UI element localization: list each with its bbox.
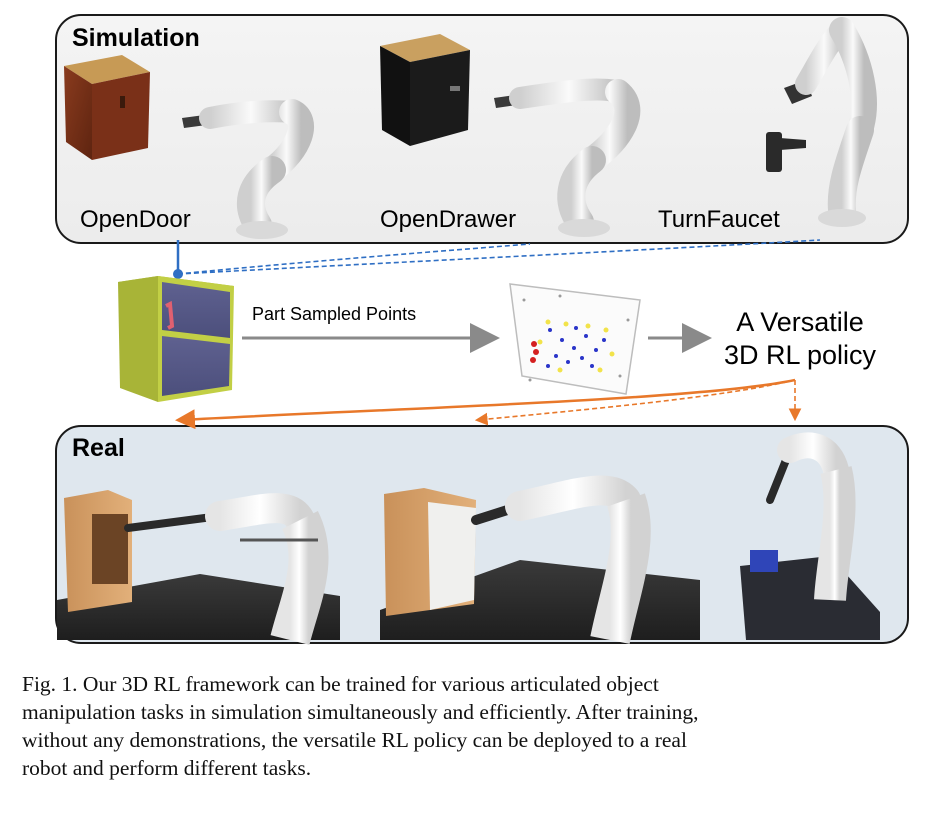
real-scene-1 xyxy=(57,490,340,646)
caption-line-4: robot and perform different tasks. xyxy=(22,756,312,780)
sim-door-cabinet-icon xyxy=(64,55,150,160)
policy-line-1: A Versatile xyxy=(736,307,864,337)
sim-faucet-icon xyxy=(766,132,806,172)
part-sampled-points-label: Part Sampled Points xyxy=(252,304,417,324)
real-connectors xyxy=(175,378,802,430)
middle-cabinet-icon xyxy=(118,276,234,402)
task-label-opendrawer: OpenDrawer xyxy=(380,206,517,233)
sim-connectors xyxy=(173,239,821,279)
sim-robot-arm-1-icon xyxy=(182,99,314,239)
figure-caption: Fig. 1. Our 3D RL framework can be train… xyxy=(22,670,932,782)
real-title: Real xyxy=(72,434,125,462)
caption-line-1: Fig. 1. Our 3D RL framework can be train… xyxy=(22,672,659,696)
point-cloud-icon xyxy=(509,283,641,395)
simulation-panel xyxy=(55,14,909,244)
task-label-turnfaucet: TurnFaucet xyxy=(658,206,780,233)
real-scene-2 xyxy=(380,475,700,645)
simulation-title: Simulation xyxy=(72,24,200,52)
task-label-opendoor: OpenDoor xyxy=(80,206,191,233)
figure-graphics xyxy=(57,17,880,646)
versatile-policy-label: A Versatile 3D RL policy xyxy=(690,306,910,372)
sim-drawer-cabinet-icon xyxy=(380,34,470,146)
caption-line-2: manipulation tasks in simulation simulta… xyxy=(22,700,699,724)
policy-line-2: 3D RL policy xyxy=(723,340,877,370)
figure-1: Simulation OpenDoor OpenDrawer TurnFauce… xyxy=(55,14,910,646)
caption-line-3: without any demonstrations, the versatil… xyxy=(22,728,687,752)
sim-robot-arm-3-icon xyxy=(784,17,877,227)
real-scene-3 xyxy=(740,432,880,640)
sim-robot-arm-2-icon xyxy=(494,78,641,237)
